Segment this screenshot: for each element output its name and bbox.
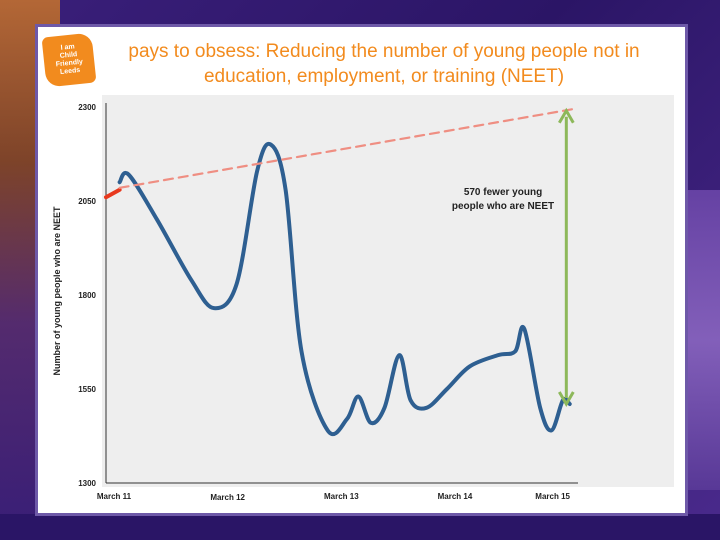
- x-tick-label-4: March 14: [438, 492, 473, 501]
- x-tick-label-2: March 12: [210, 493, 245, 502]
- series-2-line: [104, 187, 122, 200]
- difference-arrow-head-bottom: [558, 391, 575, 408]
- plot-background: [102, 95, 674, 487]
- y-tick-label-1300: 1300: [78, 479, 96, 488]
- x-tick-label-1: March 11: [97, 492, 132, 501]
- difference-arrow-head-top: [558, 107, 575, 124]
- background-decoration-bottom: [0, 514, 720, 540]
- x-tick-label-5: March 15: [535, 492, 570, 501]
- y-tick-label-2300: 2300: [78, 103, 96, 112]
- title-line-2: education, employment, or training (NEET…: [203, 66, 565, 87]
- y-tick-label-2050: 2050: [78, 197, 96, 206]
- series-3-line: [118, 107, 576, 189]
- x-tick-label-3: March 13: [324, 492, 359, 501]
- annotation-text-line-1: 570 fewer young: [464, 187, 542, 198]
- y-tick-label-1550: 1550: [78, 385, 96, 394]
- annotation-text-line-2: people who are NEET: [452, 201, 554, 212]
- series-1-line: [117, 141, 572, 437]
- neet-line-chart: 1300 1550 1800 2050 2300 March 11 March 12 Marc…: [52, 95, 674, 502]
- title-line-1: pays to obsess: Reducing the number of y…: [128, 41, 640, 62]
- y-axis-label: Number of young people who are NEET: [52, 206, 62, 376]
- y-tick-label-1800: 1800: [78, 291, 96, 300]
- slide-title: pays to obsess: Reducing the number of y…: [84, 39, 684, 89]
- slide-panel: I am Child Friendly Leeds pays to obsess…: [35, 24, 688, 516]
